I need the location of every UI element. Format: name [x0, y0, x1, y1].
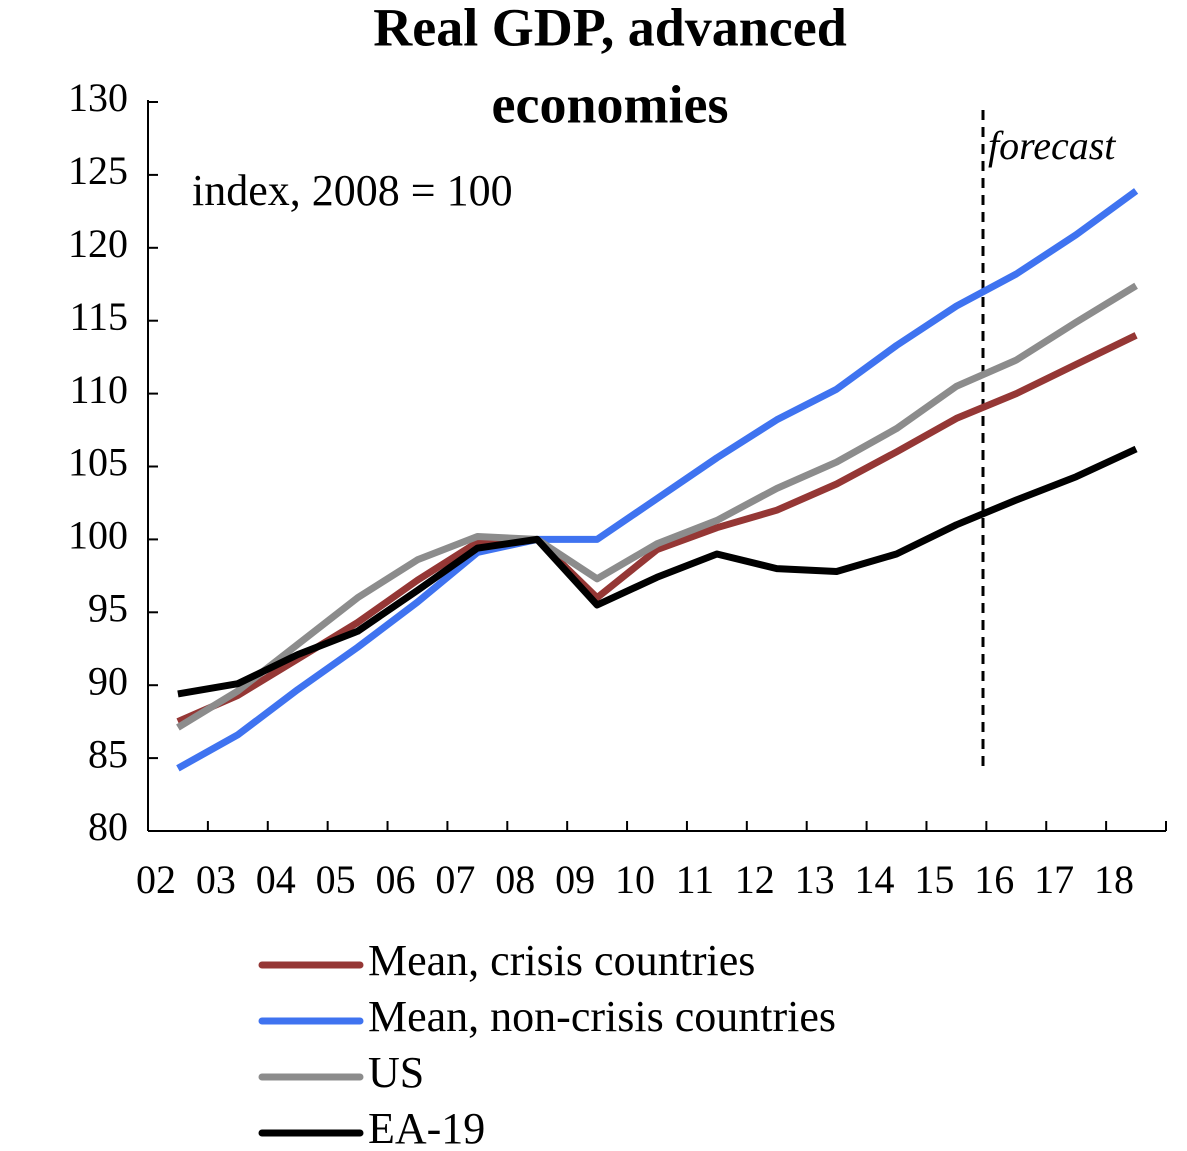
subtitle: index, 2008 = 100	[192, 166, 513, 215]
y-tick-label: 120	[68, 221, 128, 266]
x-tick-label: 17	[1034, 857, 1074, 902]
legend-label: Mean, non-crisis countries	[368, 992, 836, 1041]
legend-label: US	[368, 1048, 424, 1097]
x-tick-label: 14	[855, 857, 895, 902]
y-tick-label: 100	[68, 513, 128, 558]
y-tick-label: 85	[88, 731, 128, 776]
series-line	[176, 188, 1139, 772]
x-tick-label: 02	[136, 857, 176, 902]
chart-title: Real GDP, advanced	[373, 0, 847, 57]
x-tick-label: 12	[735, 857, 775, 902]
y-tick-label: 115	[69, 294, 128, 339]
y-tick-label: 105	[68, 440, 128, 485]
y-tick-label: 80	[88, 804, 128, 849]
x-tick-label: 05	[316, 857, 356, 902]
x-tick-label: 08	[495, 857, 535, 902]
annotation: forecast	[988, 123, 1116, 168]
y-tick-label: 90	[88, 658, 128, 703]
x-tick-label: 04	[256, 857, 296, 902]
y-tick-label: 125	[68, 148, 128, 193]
x-tick-label: 13	[795, 857, 835, 902]
y-tick-label: 130	[68, 75, 128, 120]
x-tick-label: 16	[974, 857, 1014, 902]
series-line	[176, 332, 1138, 725]
legend-label: EA-19	[368, 1104, 485, 1151]
x-tick-label: 15	[914, 857, 954, 902]
x-tick-label: 09	[555, 857, 595, 902]
x-tick-label: 18	[1094, 857, 1134, 902]
chart-title: economies	[492, 74, 729, 134]
y-tick-label: 110	[69, 367, 128, 412]
x-tick-label: 03	[196, 857, 236, 902]
x-tick-label: 07	[435, 857, 475, 902]
series-line	[176, 282, 1138, 731]
x-tick-label: 10	[615, 857, 655, 902]
series-line	[177, 445, 1138, 698]
y-tick-label: 95	[88, 585, 128, 630]
legend-label: Mean, crisis countries	[368, 936, 755, 985]
x-tick-label: 06	[375, 857, 415, 902]
x-tick-label: 11	[676, 857, 715, 902]
